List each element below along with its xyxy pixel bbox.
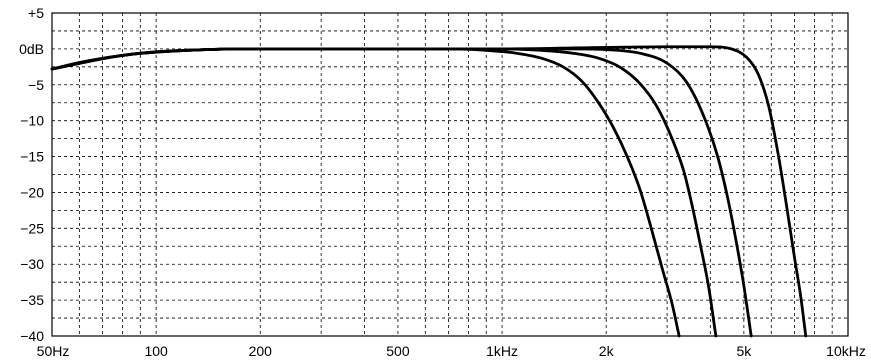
y-tick-label: −30 — [20, 256, 44, 272]
y-tick-label: −25 — [20, 220, 44, 236]
y-tick-label: −10 — [20, 113, 44, 129]
x-tick-label: 10kHz — [826, 343, 866, 359]
x-tick-label: 100 — [144, 343, 168, 359]
y-tick-label: +5 — [28, 5, 44, 21]
y-tick-label: −20 — [20, 184, 44, 200]
series-line-4 — [50, 45, 808, 338]
x-tick-label: 1kHz — [486, 343, 518, 359]
x-tick-label: 50Hz — [37, 343, 70, 359]
x-tick-label: 200 — [249, 343, 273, 359]
plot-frame — [51, 12, 849, 337]
x-tick-labels: 50Hz 100 200 500 1kHz 2k 5k 10kHz — [37, 343, 866, 359]
y-tick-label: −40 — [20, 328, 44, 344]
y-tick-label: −15 — [20, 149, 44, 165]
y-tick-label: −5 — [28, 77, 44, 93]
x-tick-label: 5k — [736, 343, 752, 359]
series-group — [50, 45, 808, 338]
y-tick-label: −35 — [20, 292, 44, 308]
x-tick-label: 500 — [386, 343, 410, 359]
y-tick-label: 0dB — [19, 41, 44, 57]
y-tick-labels: +5 0dB −5 −10 −15 −20 −25 −30 −35 −40 — [19, 5, 44, 344]
x-tick-label: 2k — [599, 343, 615, 359]
